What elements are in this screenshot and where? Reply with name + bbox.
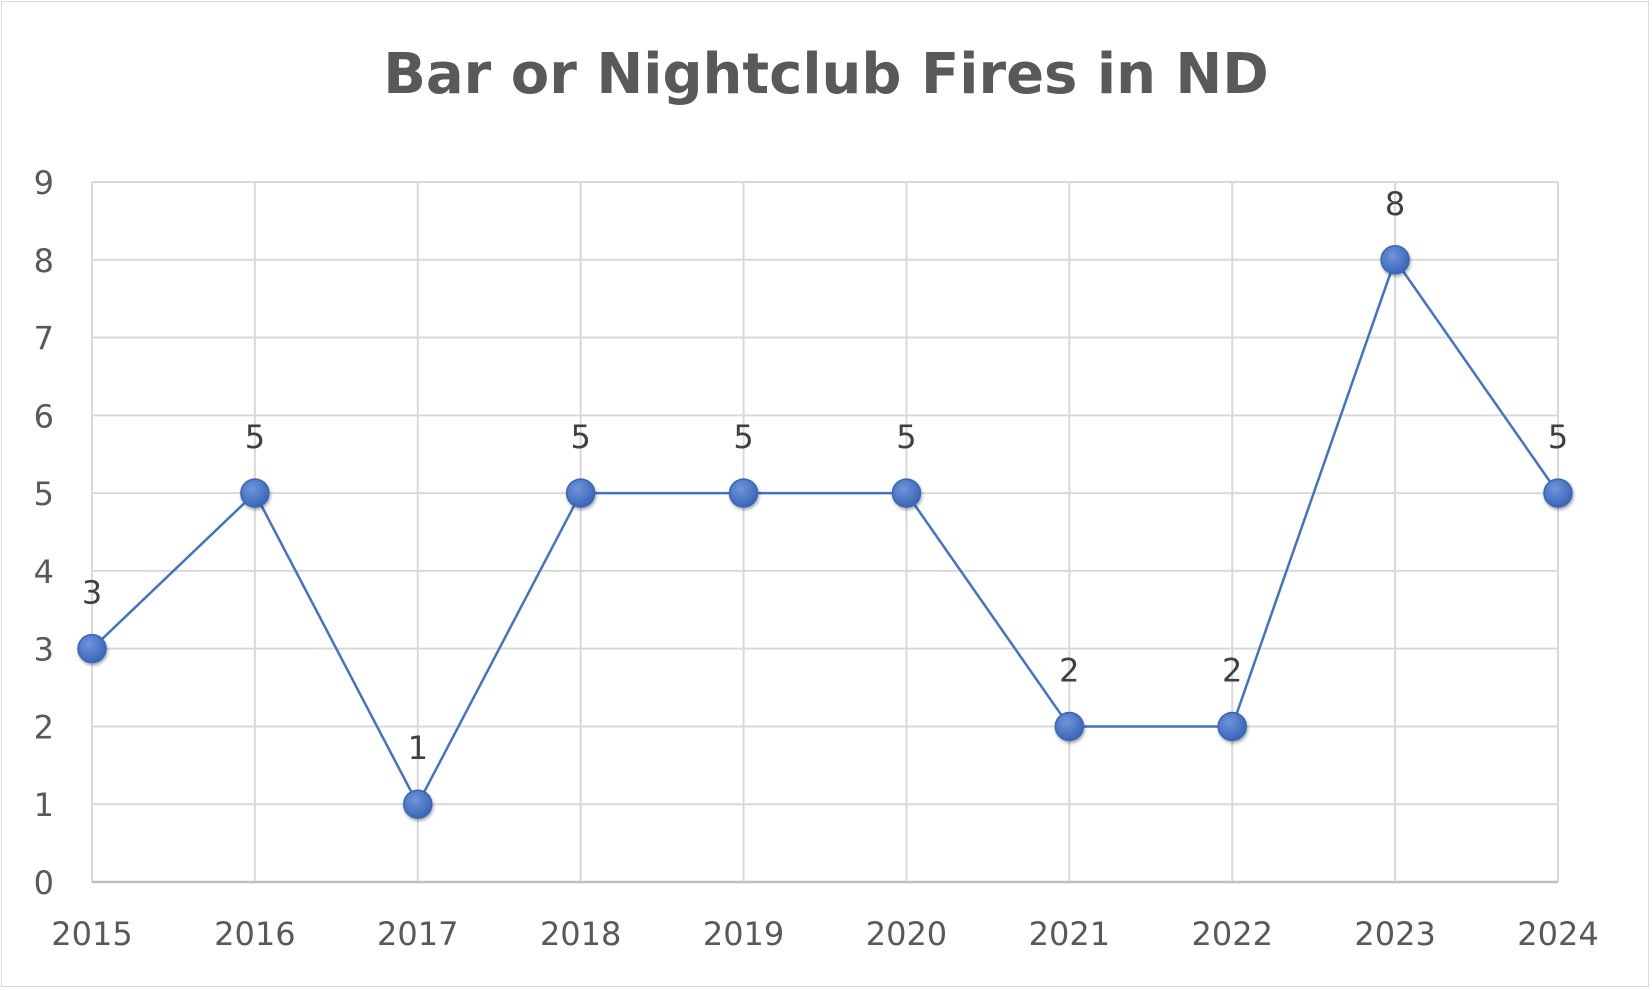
- x-tick-label: 2022: [1192, 915, 1273, 953]
- x-tick-label: 2015: [51, 915, 132, 953]
- data-label: 3: [82, 574, 102, 612]
- y-tick-label: 2: [34, 708, 54, 746]
- data-point: [77, 633, 107, 664]
- y-tick-label: 8: [34, 242, 54, 280]
- x-tick-label: 2019: [703, 915, 784, 953]
- y-tick-label: 0: [34, 864, 54, 902]
- data-point: [1217, 711, 1247, 742]
- gridlines: [91, 181, 1559, 882]
- data-label: 5: [1548, 418, 1568, 456]
- x-tick-label: 2023: [1354, 915, 1435, 953]
- data-point: [891, 478, 922, 508]
- data-point: [1543, 478, 1573, 508]
- data-label: 8: [1385, 185, 1405, 223]
- y-tick-label: 4: [34, 553, 54, 591]
- data-label: 5: [896, 418, 916, 456]
- chart-title: Bar or Nightclub Fires in ND: [383, 42, 1269, 107]
- x-tick-label: 2021: [1029, 915, 1110, 953]
- data-label: 5: [245, 418, 265, 456]
- x-tick-label: 2016: [214, 915, 295, 953]
- series-line: [91, 258, 1560, 806]
- data-label: 5: [570, 418, 590, 456]
- y-tick-label: 1: [34, 786, 54, 824]
- x-tick-label: 2020: [866, 915, 947, 953]
- x-tick-label: 2017: [377, 915, 458, 953]
- y-tick-label: 5: [34, 475, 54, 513]
- data-label: 1: [408, 729, 428, 767]
- y-tick-label: 6: [34, 397, 54, 435]
- y-tick-label: 9: [34, 164, 54, 202]
- data-point: [728, 478, 759, 508]
- data-label: 2: [1222, 651, 1242, 689]
- data-point: [1380, 245, 1410, 275]
- x-tick-label: 2018: [540, 915, 621, 953]
- y-tick-label: 7: [34, 320, 54, 358]
- x-tick-label: 2024: [1517, 915, 1598, 953]
- data-point: [240, 478, 270, 508]
- data-point: [403, 789, 433, 819]
- data-label: 5: [733, 418, 753, 456]
- data-point: [565, 478, 596, 508]
- series: [77, 245, 1573, 819]
- data-point: [1054, 711, 1085, 742]
- y-tick-label: 3: [34, 631, 54, 669]
- labels: 3 5 1 5 5 5 2 2 8 5: [82, 185, 1568, 767]
- data-label: 2: [1059, 651, 1079, 689]
